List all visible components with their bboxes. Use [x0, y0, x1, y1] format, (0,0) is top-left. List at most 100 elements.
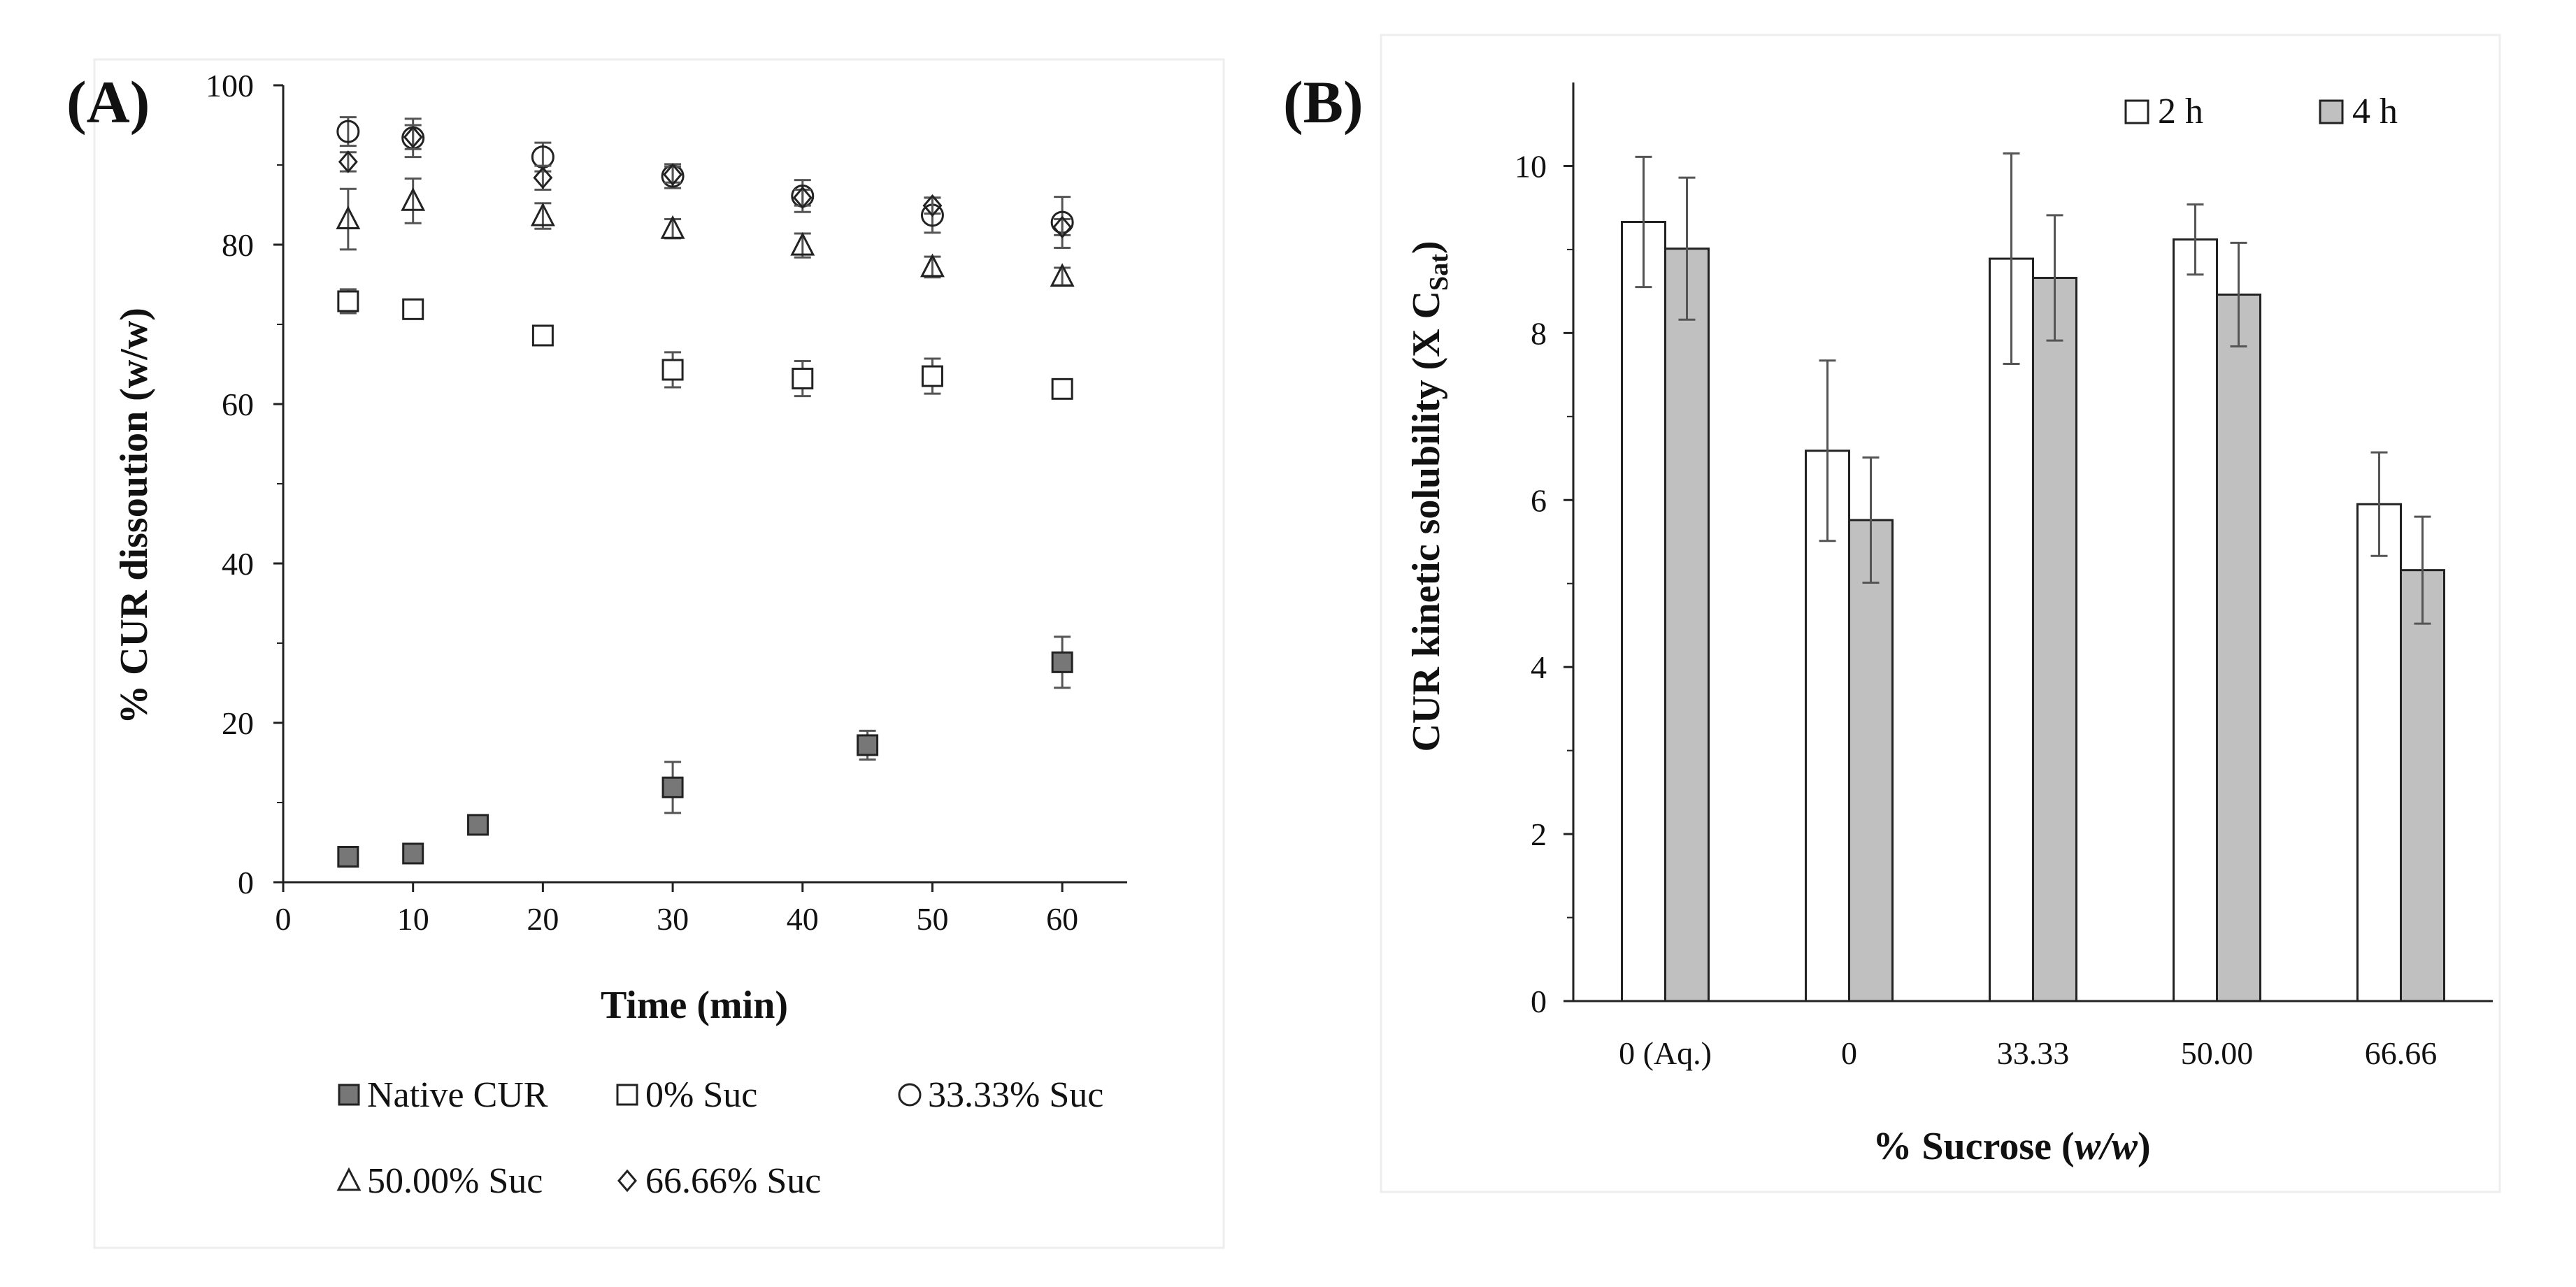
chart-a-point [338, 150, 358, 173]
panel-a-label: (A) [66, 69, 150, 136]
chart-a-point [336, 206, 361, 230]
chart-a-x-tick-label: 10 [397, 901, 429, 937]
chart-a-y-tick-label: 20 [222, 705, 254, 741]
chart-a-point [921, 365, 943, 387]
chart-a-legend-item: 33.33% Suc [898, 1075, 1103, 1115]
chart-a-legend-label: Native CUR [367, 1075, 548, 1115]
chart-b-x-tick-label: 66.66 [2365, 1035, 2438, 1071]
chart-b-x-tick-label: 33.33 [1997, 1035, 2070, 1071]
chart-a-legend-marker [336, 1167, 362, 1191]
chart-b-legend-swatch [2124, 99, 2149, 124]
chart-a-point [922, 194, 943, 217]
chart-b-x-tick-label: 0 (Aq.) [1619, 1035, 1712, 1071]
chart-a-legend-label: 66.66% Suc [645, 1161, 821, 1201]
chart-b-y-tick-label: 8 [1531, 315, 1547, 351]
chart-a-legend-marker [617, 1169, 637, 1193]
chart-b-legend-label: 2 h [2158, 92, 2203, 131]
chart-b-bar [2216, 293, 2261, 1002]
chart-b-y-tick-label: 4 [1531, 649, 1547, 685]
chart-a-legend-item: 66.66% Suc [617, 1161, 821, 1201]
chart-a-point [402, 842, 424, 865]
chart-b-legend-item: 4 h [2319, 92, 2398, 131]
chart-a-x-tick-label: 60 [1046, 901, 1078, 937]
chart-b-y-tick-label: 6 [1531, 482, 1547, 518]
chart-b-ylabel-end: ) [1405, 240, 1448, 254]
chart-a-point [336, 120, 360, 143]
chart-b-ylabel-sub: Sat [1424, 254, 1454, 291]
chart-a-point [1051, 378, 1073, 400]
chart-a-point [533, 166, 553, 189]
chart-b-xlabel-end: ) [2138, 1125, 2151, 1168]
chart-a-legend-item: 50.00% Suc [336, 1161, 543, 1201]
chart-b-bar [1989, 257, 2034, 1002]
chart-a-point [1050, 263, 1075, 287]
chart-a-point [530, 202, 555, 227]
chart-a-x-tick-label: 50 [916, 901, 948, 937]
chart-a-point [1051, 651, 1073, 673]
panel-b-label: (B) [1283, 69, 1364, 136]
chart-b-legend-item: 2 h [2124, 92, 2203, 131]
chart-b-legend-swatch [2319, 99, 2344, 124]
chart-a-y-tick-label: 80 [222, 227, 254, 263]
chart-a-legend-item: Native CUR [338, 1075, 548, 1115]
chart-a-point [857, 734, 879, 756]
chart-a-y-tick-label: 0 [238, 865, 254, 900]
chart-b-y-tick-label: 0 [1531, 984, 1547, 1019]
chart-a-series [337, 288, 1073, 400]
chart-a-y-tick-label: 100 [206, 68, 254, 103]
chart-b-bar [2032, 277, 2077, 1002]
chart-b-y-tick-label: 2 [1531, 817, 1547, 852]
chart-a-x-tick-label: 20 [527, 901, 559, 937]
chart-b: 0 2 4 6 8 10 0 (Aq.) 0 33.33 50.00 66.66 2 h 4 h [1515, 82, 2493, 1071]
chart-a-xlabel: Time (min) [601, 984, 788, 1027]
chart-a-ylabel: % CUR dissoution (w/w) [113, 308, 156, 724]
chart-a-y-tick-label: 60 [222, 387, 254, 422]
chart-a-point [792, 368, 814, 390]
chart-b-xlabel-italic: w/w [2075, 1125, 2138, 1168]
chart-a-point [790, 231, 815, 256]
chart-a-point [402, 298, 424, 320]
chart-b-xlabel-main: % Sucrose ( [1873, 1125, 2074, 1168]
chart-a-point [337, 290, 359, 312]
chart-a-point [531, 324, 554, 347]
chart-b-bar [1848, 519, 1894, 1002]
chart-b-xlabel: % Sucrose (w/w) [1873, 1125, 2150, 1168]
chart-b-x-tick-label: 0 [1841, 1035, 1857, 1071]
chart-a-point [920, 253, 945, 278]
chart-a-legend-label: 0% Suc [645, 1075, 757, 1115]
chart-a-point [792, 186, 813, 210]
chart-a-point [661, 776, 684, 798]
chart-a-series [336, 177, 1075, 287]
chart-a-point [661, 359, 684, 381]
chart-a-series [337, 635, 1073, 868]
chart-a-legend-marker [616, 1084, 638, 1106]
chart-b-y-tick-label: 10 [1515, 148, 1547, 184]
chart-a-x-tick-label: 0 [276, 901, 292, 937]
chart-b-ylabel: CUR kinetic solubility (X CSat) [1405, 240, 1454, 752]
chart-a-point [660, 215, 685, 239]
chart-a-point [663, 163, 683, 186]
chart-b-x-tick-label: 50.00 [2181, 1035, 2254, 1071]
chart-a-y-tick-label: 40 [222, 546, 254, 582]
chart-a-legend-label: 33.33% Suc [928, 1075, 1103, 1115]
chart-a-x-tick-label: 30 [657, 901, 689, 937]
chart-a-point [403, 125, 423, 149]
chart-a-x-tick-label: 40 [787, 901, 819, 937]
chart-b-bar [1621, 220, 1666, 1002]
chart-a-series [338, 124, 1073, 239]
chart-a-point [467, 814, 489, 836]
chart-b-legend-label: 4 h [2352, 92, 2398, 131]
chart-a-point [337, 846, 359, 868]
chart-b-bar [1664, 247, 1710, 1002]
chart-a-legend-item: 0% Suc [616, 1075, 757, 1115]
chart-b-bar [2173, 238, 2218, 1002]
chart-a-series [336, 116, 1074, 250]
chart-b-ylabel-main: CUR kinetic solubility (X C [1405, 291, 1448, 752]
chart-a: 0 20 40 60 80 100 0 10 20 30 40 50 60 Native CUR 0% Su… [206, 68, 1127, 1201]
chart-a-legend-marker [338, 1084, 360, 1106]
chart-a-legend-label: 50.00% Suc [367, 1161, 543, 1201]
chart-b-bar [2400, 569, 2445, 1002]
chart-a-point [1052, 215, 1073, 239]
chart-b-bar [2356, 503, 2402, 1002]
